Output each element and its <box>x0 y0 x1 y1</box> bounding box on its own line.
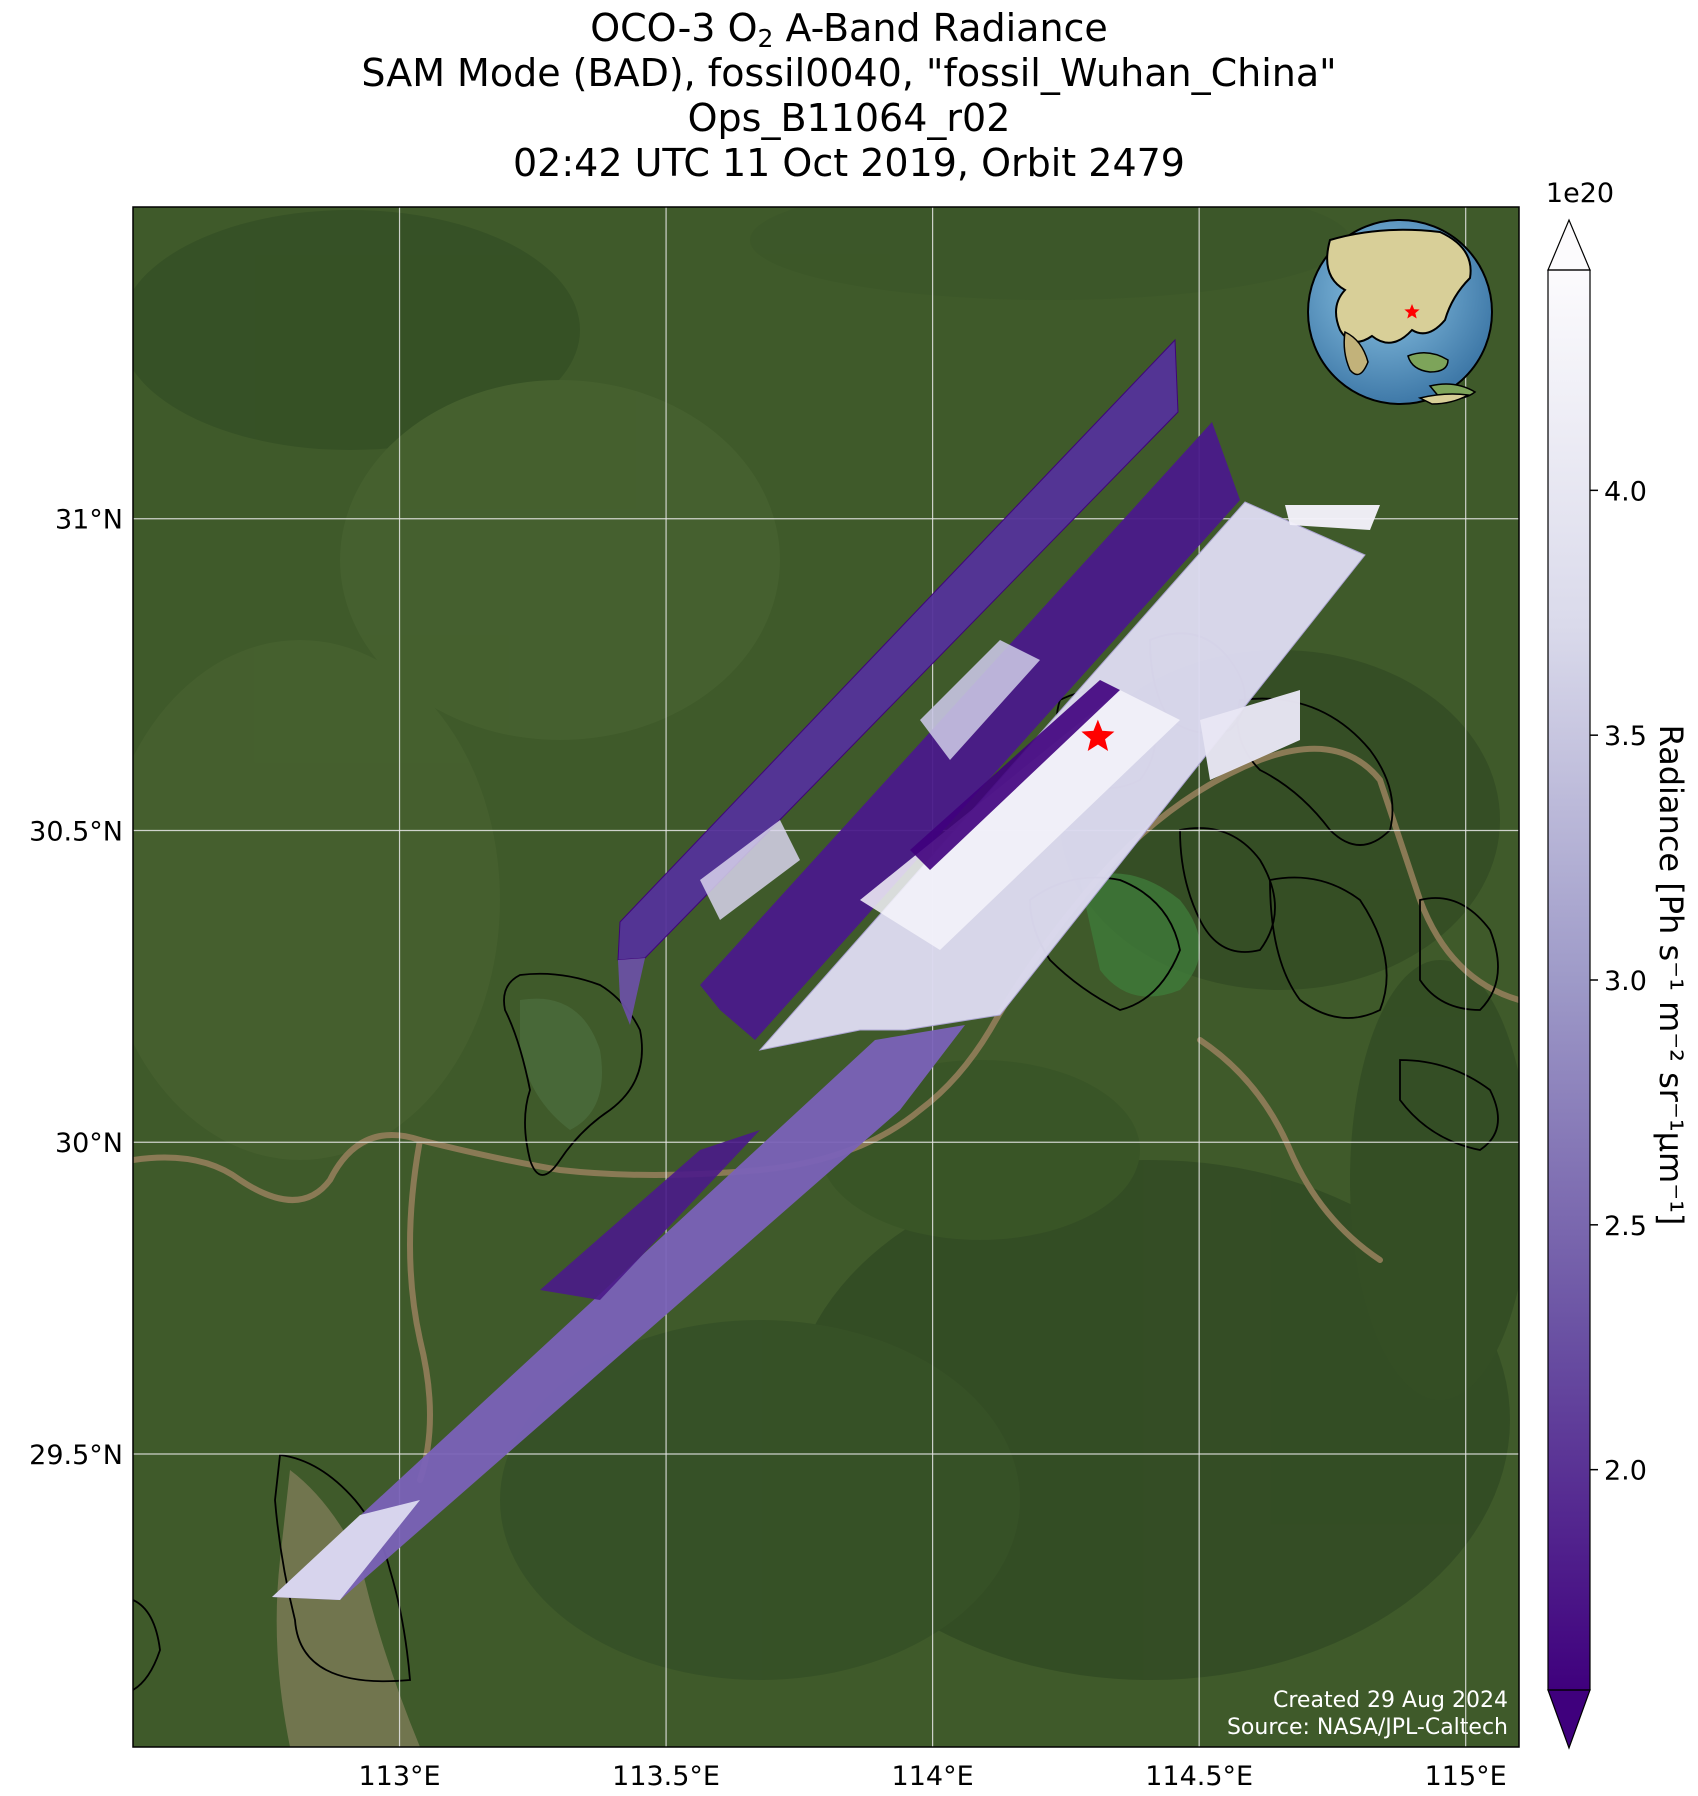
swath-mid-dark-band <box>910 680 1120 870</box>
lat-tick-label-1: 30.5°N <box>29 816 123 847</box>
colorbar-tick-label-4: 4.0 <box>1604 476 1647 507</box>
lon-tick-label-2: 114°E <box>892 1761 974 1792</box>
globe-india <box>1343 330 1369 376</box>
colorbar-gradient <box>1548 270 1590 1690</box>
target-star-marker <box>1081 719 1115 751</box>
colorbar-label: Radiance [Ph s⁻¹ m⁻² sr⁻¹μm⁻¹] <box>1652 725 1690 1226</box>
swath-long-strip-light <box>272 1500 420 1600</box>
graticule <box>133 207 1519 1747</box>
lon-tick-label-1: 113.5°E <box>612 1761 720 1792</box>
swath-west-tail <box>618 958 645 1025</box>
swath-mid-light <box>860 690 1180 950</box>
colorbar-tick-label-2: 3.0 <box>1604 966 1647 997</box>
map-panel: Created 29 Aug 2024 Source: NASA/JPL-Cal… <box>132 206 1520 1748</box>
swath-west <box>617 338 1179 961</box>
plot-title: OCO-3 O2 A-Band Radiance SAM Mode (BAD),… <box>0 6 1698 186</box>
swath-east-head <box>1200 690 1300 780</box>
swath-west-light-patch-2 <box>700 820 800 920</box>
colorbar-extend-high <box>1547 218 1591 271</box>
lon-tick-label-3: 114.5°E <box>1145 1761 1253 1792</box>
globe-asia-landmass <box>1326 228 1472 344</box>
swath-long-strip <box>272 1025 965 1600</box>
colorbar: 2.0 2.5 3.0 3.5 4.0 1e20 Radiance [Ph s⁻¹ m⁻… <box>1546 178 1690 1750</box>
swath-west-light-patch <box>920 640 1040 760</box>
terrain-texture <box>133 207 1519 1680</box>
inset-globe <box>1307 219 1493 405</box>
title-line-1: OCO-3 O2 A-Band Radiance <box>590 6 1108 53</box>
radiance-swaths <box>272 338 1380 1600</box>
colorbar-tick-label-1: 2.5 <box>1604 1211 1647 1242</box>
colorbar-ticks: 2.0 2.5 3.0 3.5 4.0 <box>1590 476 1647 1487</box>
globe-australia <box>1417 393 1471 405</box>
colorbar-scale-note: 1e20 <box>1546 178 1614 209</box>
title-line-3: Ops_B11064_r02 <box>687 96 1011 140</box>
globe-star-marker <box>1404 304 1420 319</box>
longitude-tick-labels: 113°E 113.5°E 114°E 114.5°E 115°E <box>358 1761 1506 1792</box>
map-frame <box>132 206 1520 1748</box>
lat-tick-label-2: 30°N <box>55 1128 123 1159</box>
title-line-4: 02:42 UTC 11 Oct 2019, Orbit 2479 <box>513 141 1185 185</box>
lon-tick-label-0: 113°E <box>358 1761 440 1792</box>
swath-east-top <box>1285 505 1380 530</box>
lon-tick-label-4: 115°E <box>1425 1761 1507 1792</box>
colorbar-tick-label-3: 3.5 <box>1604 721 1647 752</box>
rivers <box>133 745 1519 1483</box>
lat-tick-label-3: 29.5°N <box>29 1440 123 1471</box>
lakes <box>276 873 1200 1747</box>
latitude-tick-labels: 31°N 30.5°N 30°N 29.5°N <box>29 505 123 1471</box>
credit-created: Created 29 Aug 2024 <box>1273 1688 1508 1713</box>
colorbar-tick-label-0: 2.0 <box>1604 1456 1647 1487</box>
swath-long-strip-dark <box>540 1130 760 1300</box>
lat-tick-label-0: 31°N <box>55 505 123 536</box>
colorbar-extend-low <box>1547 1689 1591 1750</box>
credit-source: Source: NASA/JPL-Caltech <box>1227 1715 1508 1740</box>
title-line-2: SAM Mode (BAD), fossil0040, "fossil_Wuha… <box>361 51 1337 95</box>
